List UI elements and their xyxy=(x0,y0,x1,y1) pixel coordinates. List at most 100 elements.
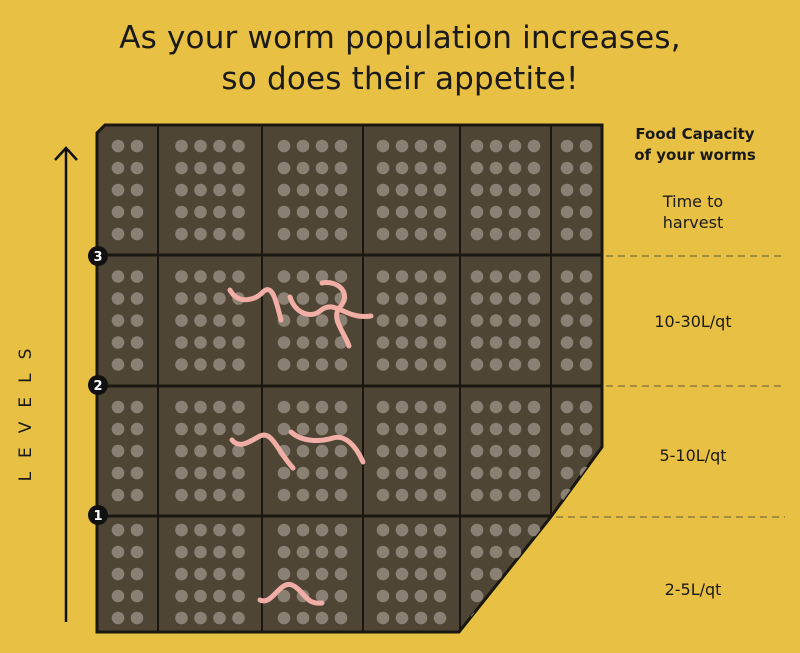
air-hole xyxy=(470,488,484,502)
air-hole xyxy=(315,227,329,241)
air-hole xyxy=(470,336,484,349)
air-hole xyxy=(111,161,125,175)
air-hole xyxy=(376,589,390,603)
air-hole xyxy=(296,227,310,241)
air-hole xyxy=(194,444,207,458)
worm xyxy=(257,581,325,606)
air-hole xyxy=(560,292,574,305)
air-hole xyxy=(334,422,348,436)
air-hole xyxy=(376,183,390,197)
levels-axis-label: LEVELS xyxy=(16,334,36,482)
air-hole xyxy=(130,545,144,559)
air-hole xyxy=(213,567,226,581)
air-hole xyxy=(334,589,348,603)
air-hole xyxy=(213,183,226,197)
air-hole xyxy=(579,422,593,436)
air-hole xyxy=(194,314,207,327)
air-hole xyxy=(470,161,484,175)
air-hole xyxy=(376,400,390,414)
air-hole xyxy=(470,314,484,327)
time-to-harvest-label: Time to harvest xyxy=(618,191,768,233)
level-number: 1 xyxy=(93,509,102,524)
air-hole xyxy=(414,488,428,502)
air-hole xyxy=(433,139,447,153)
bin-compartment xyxy=(550,515,602,632)
air-hole xyxy=(277,292,291,305)
air-hole xyxy=(376,523,390,537)
worm xyxy=(287,294,374,319)
air-hole xyxy=(470,358,484,371)
air-hole xyxy=(213,589,226,603)
air-hole xyxy=(433,589,447,603)
air-hole xyxy=(277,336,291,349)
air-hole xyxy=(296,466,310,480)
air-hole xyxy=(175,567,188,581)
air-hole xyxy=(130,314,144,327)
air-hole xyxy=(560,358,574,371)
air-hole xyxy=(470,292,484,305)
air-hole xyxy=(213,358,226,371)
air-hole xyxy=(315,567,329,581)
air-hole xyxy=(579,270,593,283)
air-hole xyxy=(489,400,503,414)
air-hole xyxy=(194,589,207,603)
air-hole xyxy=(232,523,245,537)
air-hole xyxy=(414,444,428,458)
air-hole xyxy=(489,227,503,241)
air-hole xyxy=(579,227,593,241)
air-hole xyxy=(334,358,348,371)
air-hole xyxy=(579,292,593,305)
air-hole xyxy=(194,358,207,371)
title-line-2: so does their appetite! xyxy=(221,61,579,97)
air-hole xyxy=(470,589,484,603)
air-hole xyxy=(232,444,245,458)
air-hole xyxy=(376,139,390,153)
air-hole xyxy=(232,589,245,603)
air-hole xyxy=(175,227,188,241)
air-hole xyxy=(433,466,447,480)
air-hole xyxy=(489,422,503,436)
air-hole xyxy=(579,545,593,559)
air-hole xyxy=(579,358,593,371)
air-hole xyxy=(277,589,291,603)
air-hole xyxy=(111,444,125,458)
air-hole xyxy=(470,545,484,559)
air-hole xyxy=(414,358,428,371)
air-hole xyxy=(111,358,125,371)
air-hole xyxy=(508,161,522,175)
air-hole xyxy=(470,270,484,283)
air-hole xyxy=(508,358,522,371)
air-hole xyxy=(111,567,125,581)
air-hole xyxy=(560,545,574,559)
air-hole xyxy=(296,611,310,625)
air-hole xyxy=(296,400,310,414)
air-hole xyxy=(395,488,409,502)
air-hole xyxy=(395,444,409,458)
air-hole xyxy=(111,466,125,480)
air-hole xyxy=(277,466,291,480)
air-hole xyxy=(296,161,310,175)
air-hole xyxy=(527,139,541,153)
air-hole xyxy=(277,183,291,197)
air-hole xyxy=(433,358,447,371)
air-hole xyxy=(414,292,428,305)
air-hole xyxy=(489,139,503,153)
air-hole xyxy=(527,400,541,414)
air-hole xyxy=(277,270,291,283)
air-hole xyxy=(414,567,428,581)
air-hole xyxy=(433,611,447,625)
air-hole xyxy=(414,314,428,327)
air-hole xyxy=(414,466,428,480)
air-hole xyxy=(470,422,484,436)
air-hole xyxy=(175,400,188,414)
air-hole xyxy=(232,183,245,197)
air-hole xyxy=(414,270,428,283)
air-hole xyxy=(175,314,188,327)
air-hole xyxy=(395,292,409,305)
air-hole xyxy=(334,205,348,219)
air-hole xyxy=(213,466,226,480)
air-hole xyxy=(560,205,574,219)
air-hole xyxy=(334,161,348,175)
air-hole xyxy=(414,227,428,241)
